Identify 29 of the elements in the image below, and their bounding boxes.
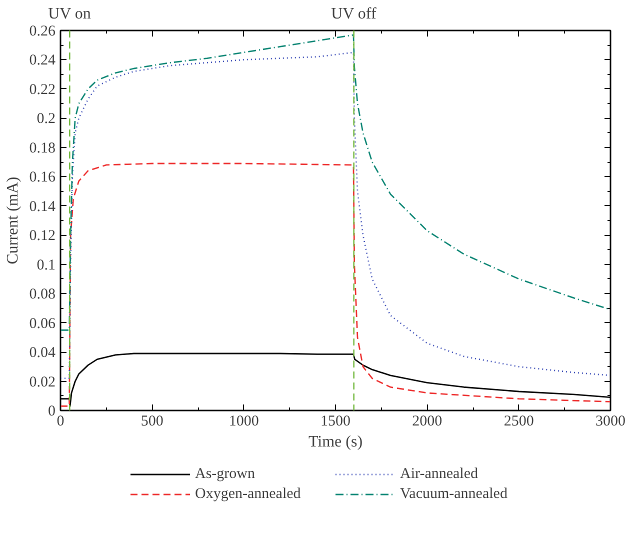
- legend-label: Vacuum-annealed: [400, 486, 508, 502]
- y-tick-label: 0.12: [29, 228, 56, 244]
- y-tick-label: 0.08: [29, 286, 56, 303]
- y-tick-label: 0.14: [29, 198, 56, 215]
- x-tick-label: 2000: [412, 414, 442, 430]
- x-tick-label: 3000: [596, 414, 626, 430]
- x-axis-title: Time (s): [308, 434, 363, 450]
- x-tick-label: 1000: [228, 414, 259, 430]
- y-tick-label: 0.24: [29, 52, 56, 69]
- y-tick-label: 0.16: [29, 170, 56, 186]
- x-tick-label: 1500: [320, 414, 350, 430]
- y-tick-label: 0.1: [36, 257, 56, 274]
- y-tick-label: 0.04: [29, 345, 56, 362]
- y-tick-label: 0: [48, 404, 56, 420]
- y-tick-label: 0.22: [29, 82, 56, 98]
- y-tick-label: 0.26: [29, 24, 56, 40]
- y-tick-label: 0.02: [29, 374, 56, 390]
- ref-line-label: UV on: [48, 6, 91, 22]
- line-series: [60, 34, 610, 331]
- y-tick-label: 0.18: [29, 140, 56, 156]
- y-tick-label: 0.2: [36, 111, 56, 128]
- y-axis-title: Current (mA): [4, 176, 22, 264]
- ref-line-label: UV off: [331, 6, 377, 22]
- y-tick-label: 0.06: [29, 316, 56, 332]
- x-tick-label: 500: [140, 414, 164, 430]
- legend-label: Air-annealed: [400, 466, 479, 482]
- legend-label: As-grown: [195, 466, 256, 482]
- legend-label: Oxygen-annealed: [195, 486, 302, 502]
- x-tick-label: 2500: [504, 414, 534, 430]
